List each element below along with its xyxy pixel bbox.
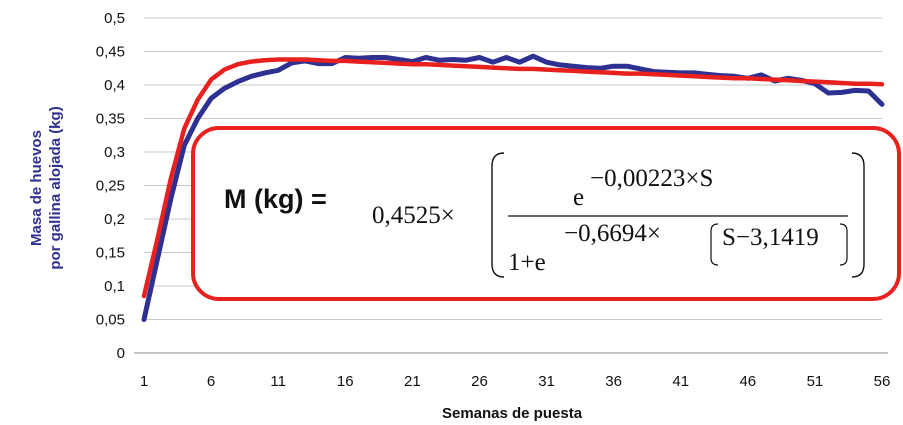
x-tick-label: 26 [471, 373, 488, 390]
y-tick-label: 0,35 [96, 111, 125, 128]
y-tick-label: 0,3 [104, 144, 125, 161]
x-tick-label: 36 [605, 373, 622, 390]
x-tick-label: 11 [270, 373, 286, 390]
formula-label: M (kg) = [224, 184, 327, 214]
y-tick-label: 0,25 [96, 178, 125, 195]
y-axis-title-line2: por gallina alojada (kg) [47, 106, 64, 269]
y-axis-title-line1: Masa de huevos [28, 130, 45, 246]
x-tick-label: 31 [538, 373, 555, 390]
x-tick-label: 21 [404, 373, 421, 390]
x-tick-label: 41 [672, 373, 689, 390]
formula-numerator-base: e [573, 184, 584, 211]
x-tick-label: 16 [337, 373, 354, 390]
y-tick-label: 0,1 [104, 278, 125, 295]
formula-coefficient: 0,4525× [372, 202, 455, 229]
formula-numerator-exponent: −0,00223×S [590, 165, 713, 192]
x-tick-labels: 1 6 11 16 21 26 31 36 41 46 51 56 [140, 373, 891, 390]
formula-denominator-inner: S−3,1419 [722, 224, 819, 251]
formula-denominator-exponent: −0,6694× [564, 220, 661, 247]
y-tick-label: 0,4 [104, 77, 125, 94]
y-tick-labels: 0 0,05 0,1 0,15 0,2 0,25 0,3 0,35 0,4 0,45 0,5 [96, 10, 125, 362]
y-tick-label: 0,2 [104, 211, 125, 228]
x-axis-title: Semanas de puesta [442, 405, 583, 422]
x-tick-label: 56 [874, 373, 891, 390]
x-tick-label: 51 [807, 373, 824, 390]
y-tick-label: 0,15 [96, 245, 125, 262]
y-tick-label: 0,45 [96, 44, 125, 61]
y-tick-label: 0,05 [96, 312, 125, 329]
x-tick-label: 6 [207, 373, 215, 390]
x-tick-label: 46 [739, 373, 756, 390]
x-tick-label: 1 [140, 373, 148, 390]
formula-denominator-base: 1+e [508, 249, 546, 276]
y-tick-label: 0,5 [104, 10, 125, 27]
y-tick-label: 0 [117, 345, 125, 362]
